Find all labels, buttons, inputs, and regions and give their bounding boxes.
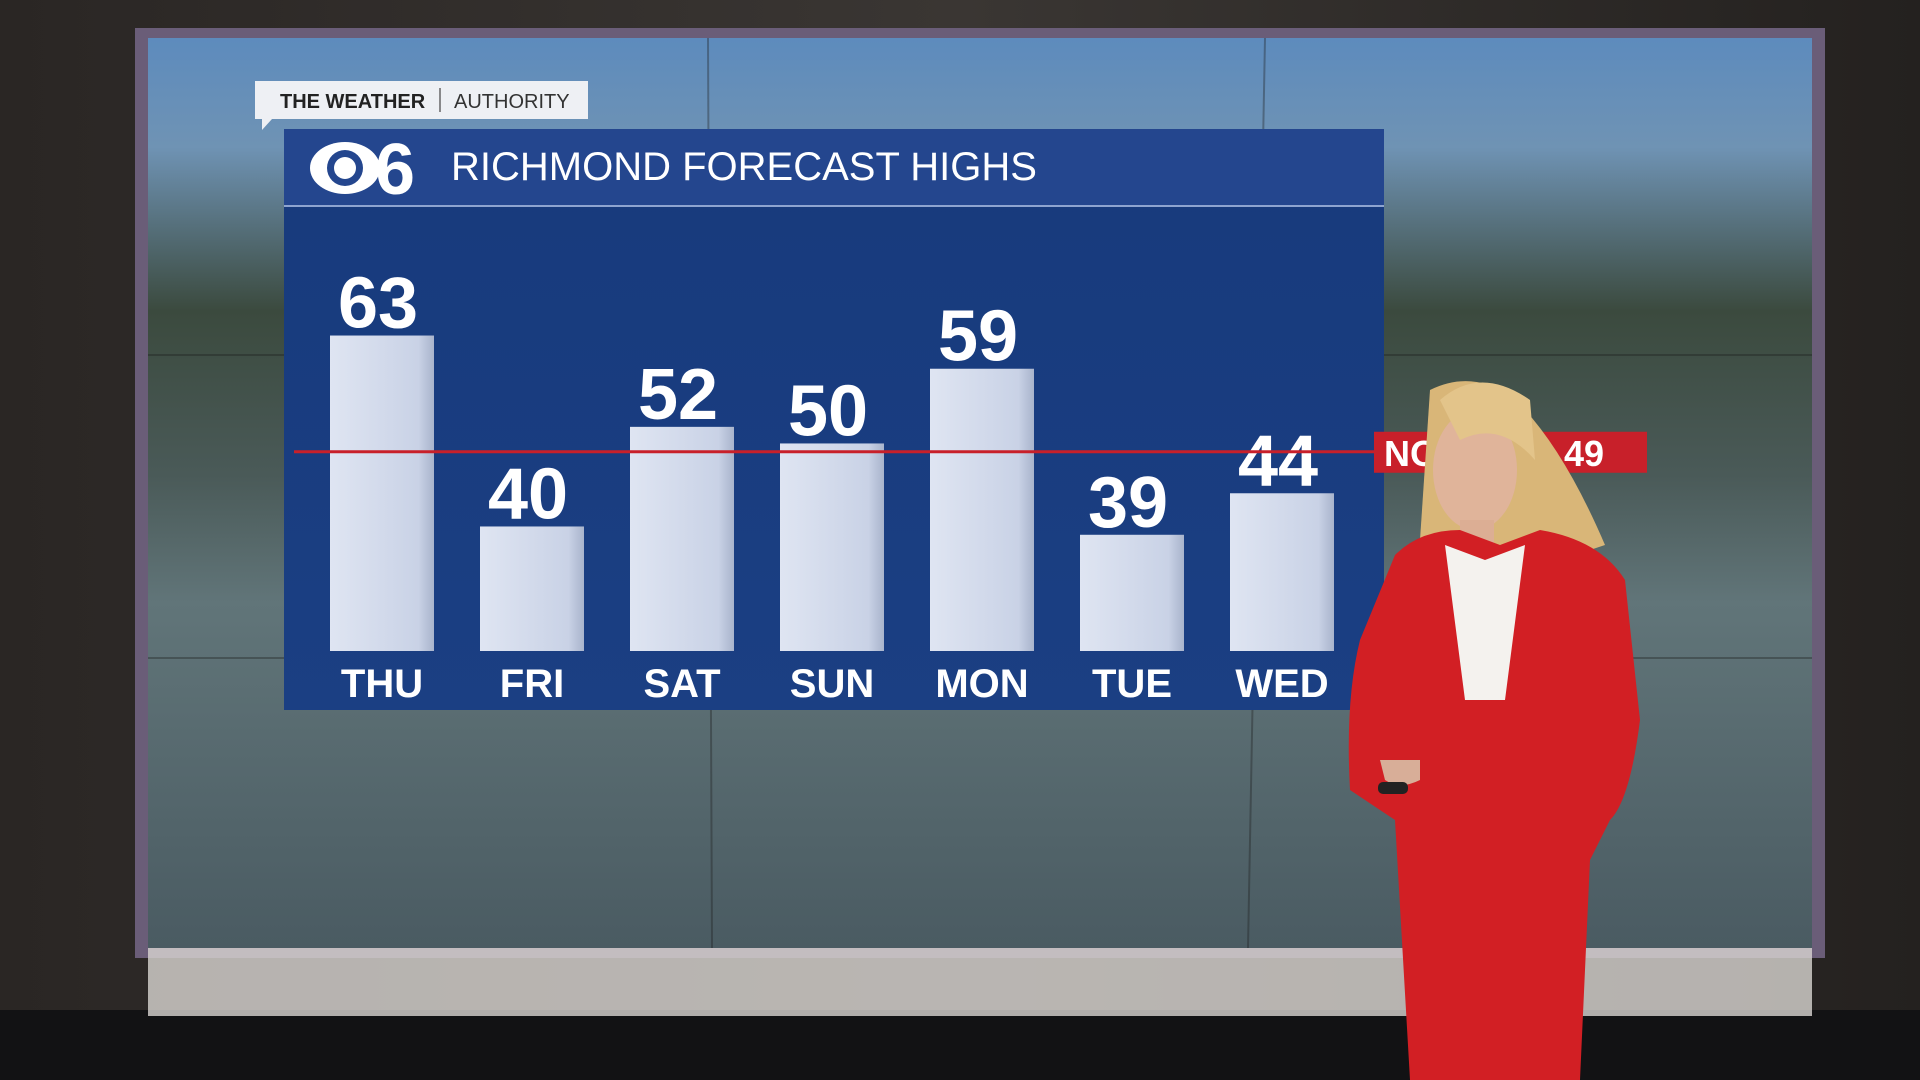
x-tick-label: SUN	[790, 662, 874, 706]
x-tick-label: TUE	[1092, 662, 1172, 706]
bar	[330, 335, 434, 651]
x-tick-label: FRI	[500, 662, 564, 706]
value-label: 40	[488, 454, 568, 534]
value-label: 59	[938, 297, 1018, 377]
value-label: 39	[1088, 463, 1168, 543]
chart-title: RICHMOND FORECAST HIGHS	[451, 145, 1037, 189]
presenter	[1348, 381, 1640, 1080]
plot: 63 THU 40 FRI 52 SAT 50 SUN 59 MON 39 TUE 44 WED	[294, 264, 1374, 706]
bar	[480, 526, 584, 651]
floor	[0, 1010, 1920, 1080]
bar	[780, 443, 884, 651]
brand: THE WEATHER	[280, 91, 426, 113]
bar	[930, 368, 1034, 651]
bar	[630, 426, 734, 651]
value-label: 52	[638, 355, 718, 435]
cbs-eye-logo	[310, 142, 380, 194]
x-tick-label: MON	[935, 662, 1028, 706]
bar	[1230, 493, 1334, 651]
brand-sub: AUTHORITY	[454, 91, 570, 113]
logo-number: 6	[375, 130, 415, 210]
x-tick-label: WED	[1235, 662, 1328, 706]
header-band	[284, 129, 1384, 206]
x-tick-label: SAT	[643, 662, 720, 706]
bar	[1080, 534, 1184, 651]
value-label: 44	[1238, 421, 1318, 501]
x-tick-label: THU	[341, 662, 423, 706]
value-label: 50	[788, 371, 868, 451]
value-label: 63	[338, 264, 418, 344]
brand-tag	[255, 81, 588, 130]
